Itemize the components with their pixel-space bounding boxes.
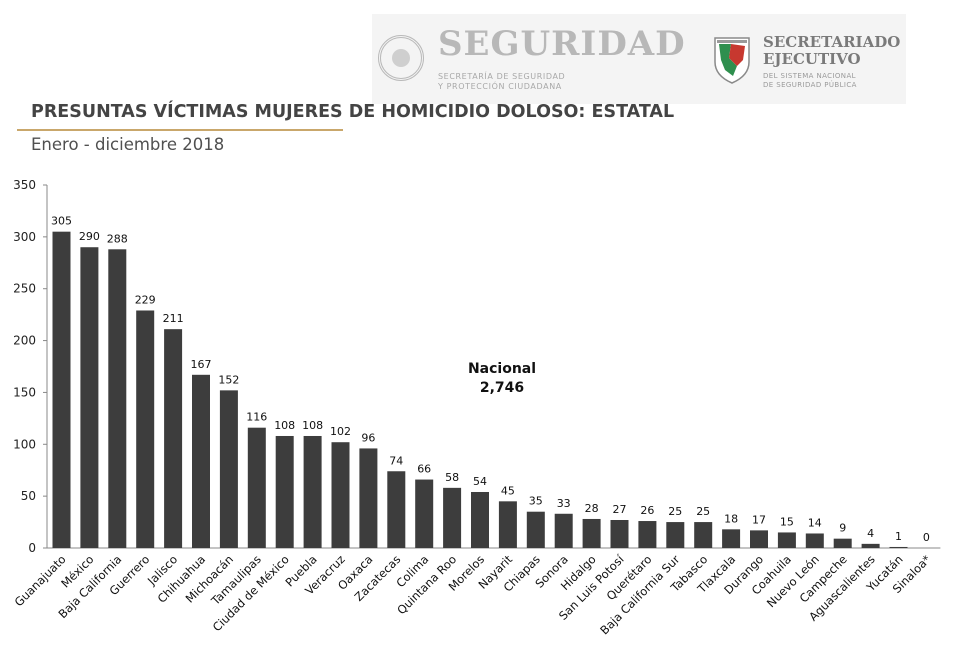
bar — [833, 538, 852, 548]
bar — [889, 546, 908, 548]
y-tick-label: 50 — [21, 489, 36, 503]
bar — [471, 491, 489, 548]
bar-value-label: 108 — [302, 419, 323, 432]
bar — [80, 247, 99, 548]
bar — [359, 448, 378, 548]
bar — [275, 435, 294, 548]
bar — [582, 518, 601, 548]
seguridad-logo-subtitle: SECRETARÍA DE SEGURIDAD Y PROTECCIÓN CIU… — [438, 72, 565, 92]
chart-subtitle: Enero - diciembre 2018 — [31, 135, 225, 154]
bar — [750, 530, 768, 548]
y-tick-label: 0 — [28, 541, 36, 555]
bar — [136, 310, 155, 548]
bar-value-label: 15 — [780, 515, 794, 528]
header-logo-band — [372, 14, 906, 104]
seguridad-logo-subtitle-line2: Y PROTECCIÓN CIUDADANA — [438, 82, 562, 91]
seguridad-logo-name: SEGURIDAD — [438, 24, 686, 64]
seguridad-logo-subtitle-line1: SECRETARÍA DE SEGURIDAD — [438, 72, 566, 81]
bar — [247, 427, 266, 548]
bar-value-label: 102 — [330, 425, 351, 438]
bar-value-label: 4 — [867, 527, 874, 540]
bar — [331, 442, 350, 548]
bar — [805, 533, 824, 548]
bar-value-label: 33 — [557, 497, 571, 510]
bar — [861, 543, 880, 548]
bar — [526, 511, 545, 548]
bar-value-label: 290 — [79, 230, 100, 243]
chart-title: PRESUNTAS VÍCTIMAS MUJERES DE HOMICIDIO … — [31, 102, 675, 122]
bar — [108, 249, 127, 548]
y-tick-label: 350 — [13, 178, 36, 192]
bar — [303, 435, 322, 548]
y-tick-label: 150 — [13, 385, 36, 399]
bar-value-label: 211 — [163, 312, 184, 325]
bar — [52, 231, 71, 548]
bar — [219, 390, 238, 548]
bar-value-label: 1 — [895, 530, 902, 543]
bar-value-label: 152 — [218, 373, 239, 386]
y-tick-label: 200 — [13, 334, 36, 348]
bar-value-label: 35 — [529, 495, 543, 508]
shield-icon — [714, 37, 750, 84]
bar — [443, 487, 462, 548]
bar — [554, 513, 573, 548]
title-underline — [17, 129, 343, 131]
bar-value-label: 116 — [246, 411, 267, 424]
bar-value-label: 58 — [445, 471, 459, 484]
bar — [192, 374, 210, 548]
y-tick-label: 100 — [13, 437, 36, 451]
secretariado-logo-name: SECRETARIADO EJECUTIVO — [763, 34, 900, 68]
bar-value-label: 26 — [640, 504, 654, 517]
national-total-value: 2,746 — [479, 380, 525, 396]
bar-value-label: 28 — [585, 502, 599, 515]
bar — [694, 522, 713, 548]
bar-value-label: 45 — [501, 484, 515, 497]
bar — [164, 329, 183, 548]
y-tick-label: 250 — [13, 282, 36, 296]
national-seal-icon — [378, 35, 424, 81]
bar — [387, 471, 406, 548]
national-total-annotation: Nacional 2,746 — [432, 360, 572, 398]
secretariado-logo-subtitle: DEL SISTEMA NACIONAL DE SEGURIDAD PÚBLIC… — [763, 72, 857, 90]
bar — [666, 522, 685, 548]
national-total-label: Nacional — [467, 361, 537, 377]
bar — [498, 501, 517, 548]
bar-value-label: 288 — [107, 232, 128, 245]
bar — [415, 479, 434, 548]
y-tick-label: 300 — [13, 230, 36, 244]
bar-value-label: 167 — [191, 358, 212, 371]
bar-value-label: 108 — [274, 419, 295, 432]
bar-value-label: 14 — [808, 516, 822, 529]
bar — [722, 529, 741, 548]
bar-value-label: 0 — [923, 531, 930, 544]
bar-value-label: 229 — [135, 293, 156, 306]
bar-value-label: 17 — [752, 513, 766, 526]
bar — [610, 519, 629, 548]
bar-value-label: 25 — [668, 505, 682, 518]
secretariado-logo-name-line1: SECRETARIADO — [763, 33, 901, 51]
bar-value-label: 25 — [696, 505, 710, 518]
bar — [638, 521, 657, 548]
bar-value-label: 96 — [361, 431, 375, 444]
secretariado-logo-subtitle-line1: DEL SISTEMA NACIONAL — [763, 72, 856, 80]
bar-value-label: 66 — [417, 463, 431, 476]
bar-value-label: 9 — [839, 522, 846, 535]
secretariado-logo-name-line2: EJECUTIVO — [763, 50, 861, 68]
bar-value-label: 27 — [613, 503, 627, 516]
bar-value-label: 305 — [51, 215, 72, 228]
secretariado-logo-subtitle-line2: DE SEGURIDAD PÚBLICA — [763, 81, 857, 89]
bar-value-label: 18 — [724, 512, 738, 525]
bar-value-label: 54 — [473, 475, 487, 488]
bar — [777, 532, 796, 548]
bar-value-label: 74 — [389, 454, 403, 467]
bar-chart: 050100150200250300350305Guanajuato290Méx… — [12, 178, 941, 637]
